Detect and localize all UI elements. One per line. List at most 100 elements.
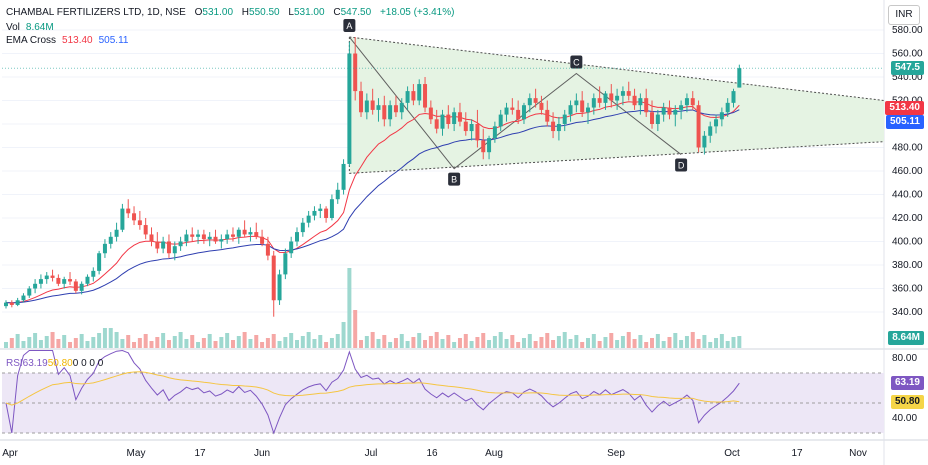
candle-body [50, 275, 55, 278]
volume-bar [638, 335, 643, 348]
volume-bar [632, 339, 637, 348]
candle-body [702, 135, 707, 148]
last-price-tag: 547.5 [890, 61, 924, 75]
candle-body [661, 107, 666, 115]
volume-bar [684, 336, 689, 348]
volume-bar [265, 338, 270, 348]
candle-body [626, 91, 631, 96]
candle-body [580, 100, 585, 113]
volume-bar [254, 335, 259, 348]
candle-body [201, 234, 206, 240]
volume-bar [399, 334, 404, 348]
volume-bar [44, 336, 49, 348]
candle-body [440, 114, 445, 129]
volume-bar [312, 339, 317, 348]
volume-bar [492, 336, 497, 348]
candle-body [132, 213, 137, 221]
candle-body [423, 84, 428, 108]
candle-body [225, 234, 230, 240]
volume-bar [650, 338, 655, 348]
volume-bar [719, 334, 724, 348]
volume-bar [260, 342, 265, 348]
volume-bar [620, 336, 625, 348]
volume-bar [679, 340, 684, 348]
volume-bar [62, 335, 67, 348]
volume-bar [510, 335, 515, 348]
volume-tag: 8.64M [888, 331, 924, 345]
volume-bar [609, 333, 614, 348]
volume-bar [9, 338, 14, 348]
volume-bar [434, 332, 439, 348]
header-rsi[interactable]: RSI63.1950.800 0 0 0 [6, 358, 104, 369]
volume-bar [277, 341, 282, 348]
lower-trendline [349, 141, 885, 174]
candle-body [638, 98, 643, 106]
candle-body [382, 105, 387, 120]
volume-bar [219, 337, 224, 348]
volume-bar [248, 339, 253, 348]
low-value: 531.00 [293, 7, 325, 18]
volume-bar [38, 340, 43, 348]
volume-bar [655, 334, 660, 348]
volume-bar [644, 342, 649, 348]
volume-bar [108, 328, 113, 348]
volume-bar [33, 333, 38, 348]
volume-bar [102, 328, 107, 348]
volume-bar [615, 340, 620, 348]
volume-bar [161, 333, 166, 348]
price-tick-label: 540.00 [892, 72, 923, 83]
header-ema[interactable]: EMA Cross 513.40 505.11 [6, 35, 129, 46]
volume-bar [196, 342, 201, 348]
volume-bar [97, 333, 102, 348]
candle-body [428, 107, 433, 120]
candle-body [4, 302, 8, 307]
pattern-label-b: B [451, 175, 457, 185]
candle-body [684, 98, 689, 106]
volume-bar [475, 337, 480, 348]
candle-body [306, 215, 311, 223]
candle-body [33, 283, 38, 289]
candle-body [230, 234, 235, 237]
candle-body [254, 232, 259, 237]
candle-body [271, 255, 276, 301]
volume-bar [714, 338, 719, 348]
x-tick-label: Aug [485, 448, 503, 459]
volume-bar [201, 338, 206, 348]
candle-body [347, 53, 352, 164]
volume-bar [580, 342, 585, 348]
candle-body [85, 276, 90, 284]
candle-body [155, 241, 160, 249]
candle-body [21, 295, 26, 301]
candle-body [289, 241, 294, 254]
header-volume[interactable]: Vol 8.64M [6, 22, 54, 33]
ema-fast-value: 513.40 [62, 35, 93, 46]
volume-bar [731, 337, 736, 348]
candle-body [370, 100, 375, 110]
volume-bar [725, 341, 730, 348]
candle-body [108, 236, 113, 244]
rsi-ma-value: 50.80 [47, 358, 73, 369]
volume-bar [242, 332, 247, 348]
close-value: 547.50 [340, 7, 372, 18]
candle-body [277, 274, 282, 301]
candle-body [434, 119, 439, 129]
candle-body [388, 105, 393, 120]
candle-body [102, 243, 107, 254]
volume-bar [283, 337, 288, 348]
candle-body [719, 112, 724, 120]
volume-bar [172, 336, 177, 348]
candle-body [9, 302, 14, 305]
candle-body [178, 241, 183, 247]
currency-button[interactable]: INR [888, 5, 920, 25]
volume-bar [667, 337, 672, 348]
price-tick-label: 480.00 [892, 143, 923, 154]
candle-body [329, 199, 334, 218]
candle-body [242, 229, 247, 235]
candle-body [667, 107, 672, 115]
volume-bar [533, 341, 538, 348]
candle-body [673, 109, 678, 115]
volume-bar [225, 333, 230, 348]
volume-bar [114, 332, 119, 348]
volume-bar [359, 340, 364, 348]
